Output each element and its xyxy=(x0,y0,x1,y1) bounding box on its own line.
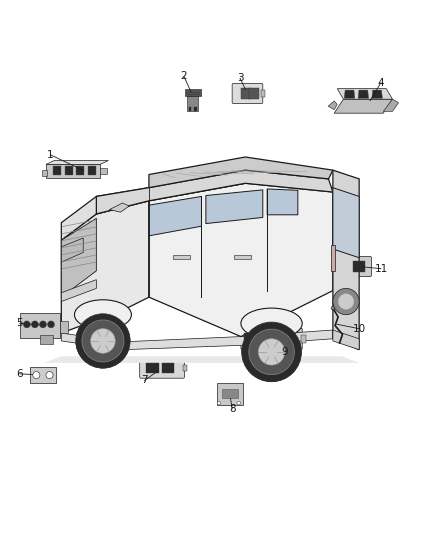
Bar xyxy=(60,321,68,333)
Polygon shape xyxy=(353,261,365,272)
Polygon shape xyxy=(30,367,56,383)
Text: 9: 9 xyxy=(281,347,288,357)
Polygon shape xyxy=(53,166,61,175)
Circle shape xyxy=(47,321,54,328)
Text: 1: 1 xyxy=(47,150,54,160)
Circle shape xyxy=(258,339,285,365)
Circle shape xyxy=(242,322,301,382)
Polygon shape xyxy=(149,197,201,236)
Text: 5: 5 xyxy=(16,318,23,328)
Polygon shape xyxy=(61,238,83,262)
Bar xyxy=(189,107,191,111)
Polygon shape xyxy=(383,99,399,111)
Polygon shape xyxy=(333,330,359,350)
Polygon shape xyxy=(61,219,96,297)
Bar xyxy=(194,107,197,111)
Bar xyxy=(234,255,251,259)
Circle shape xyxy=(333,288,359,314)
Circle shape xyxy=(46,372,53,378)
Polygon shape xyxy=(244,333,253,345)
Bar xyxy=(331,245,335,271)
Polygon shape xyxy=(249,88,259,99)
FancyBboxPatch shape xyxy=(232,84,263,103)
Polygon shape xyxy=(162,363,174,374)
Circle shape xyxy=(76,314,130,368)
Bar xyxy=(42,169,47,176)
Polygon shape xyxy=(267,189,298,215)
Polygon shape xyxy=(149,157,333,188)
FancyBboxPatch shape xyxy=(347,256,371,277)
Bar xyxy=(100,168,106,174)
Text: 2: 2 xyxy=(180,71,187,82)
Circle shape xyxy=(33,372,40,378)
Circle shape xyxy=(39,321,46,328)
Polygon shape xyxy=(61,280,96,302)
Polygon shape xyxy=(110,203,129,212)
Circle shape xyxy=(217,401,221,405)
Polygon shape xyxy=(328,101,337,110)
Bar xyxy=(217,383,243,405)
Bar xyxy=(261,90,265,97)
Circle shape xyxy=(32,321,39,328)
Text: 6: 6 xyxy=(16,369,23,379)
Polygon shape xyxy=(65,166,73,175)
Text: 4: 4 xyxy=(378,77,385,87)
Polygon shape xyxy=(372,90,382,98)
Circle shape xyxy=(249,329,294,375)
Ellipse shape xyxy=(74,300,131,329)
Circle shape xyxy=(249,329,294,375)
Circle shape xyxy=(258,339,285,365)
Bar xyxy=(301,335,306,343)
Bar xyxy=(185,88,201,96)
Circle shape xyxy=(82,320,124,362)
Polygon shape xyxy=(20,313,60,338)
Ellipse shape xyxy=(241,308,302,339)
Polygon shape xyxy=(333,170,359,350)
Polygon shape xyxy=(88,166,96,175)
Circle shape xyxy=(23,321,30,328)
Circle shape xyxy=(338,294,354,310)
Polygon shape xyxy=(272,333,280,345)
Bar xyxy=(187,96,198,111)
Circle shape xyxy=(331,306,335,310)
Circle shape xyxy=(82,320,124,362)
Polygon shape xyxy=(61,330,333,350)
Text: 8: 8 xyxy=(229,404,236,414)
Text: 7: 7 xyxy=(141,375,148,385)
Text: 3: 3 xyxy=(237,73,244,83)
Polygon shape xyxy=(241,88,251,99)
Circle shape xyxy=(91,329,115,353)
Polygon shape xyxy=(44,356,359,363)
Bar xyxy=(222,389,238,398)
Polygon shape xyxy=(149,183,333,336)
Polygon shape xyxy=(146,363,159,374)
Circle shape xyxy=(242,322,301,382)
Polygon shape xyxy=(46,165,100,177)
Polygon shape xyxy=(258,333,266,345)
Polygon shape xyxy=(77,166,85,175)
Polygon shape xyxy=(344,90,355,98)
Polygon shape xyxy=(61,170,245,240)
Polygon shape xyxy=(61,201,149,333)
Circle shape xyxy=(76,314,130,368)
Polygon shape xyxy=(46,160,109,165)
Circle shape xyxy=(237,401,240,405)
Bar xyxy=(39,335,53,344)
Polygon shape xyxy=(358,90,368,98)
Polygon shape xyxy=(337,88,392,99)
Polygon shape xyxy=(333,188,359,258)
FancyBboxPatch shape xyxy=(241,328,302,349)
Polygon shape xyxy=(285,333,294,345)
FancyBboxPatch shape xyxy=(140,358,184,378)
Text: 10: 10 xyxy=(353,324,366,334)
Polygon shape xyxy=(206,190,263,223)
Polygon shape xyxy=(334,99,392,113)
Circle shape xyxy=(91,329,115,353)
Bar xyxy=(183,366,187,371)
Polygon shape xyxy=(96,170,333,214)
Bar xyxy=(173,255,190,259)
Text: 11: 11 xyxy=(374,264,388,273)
